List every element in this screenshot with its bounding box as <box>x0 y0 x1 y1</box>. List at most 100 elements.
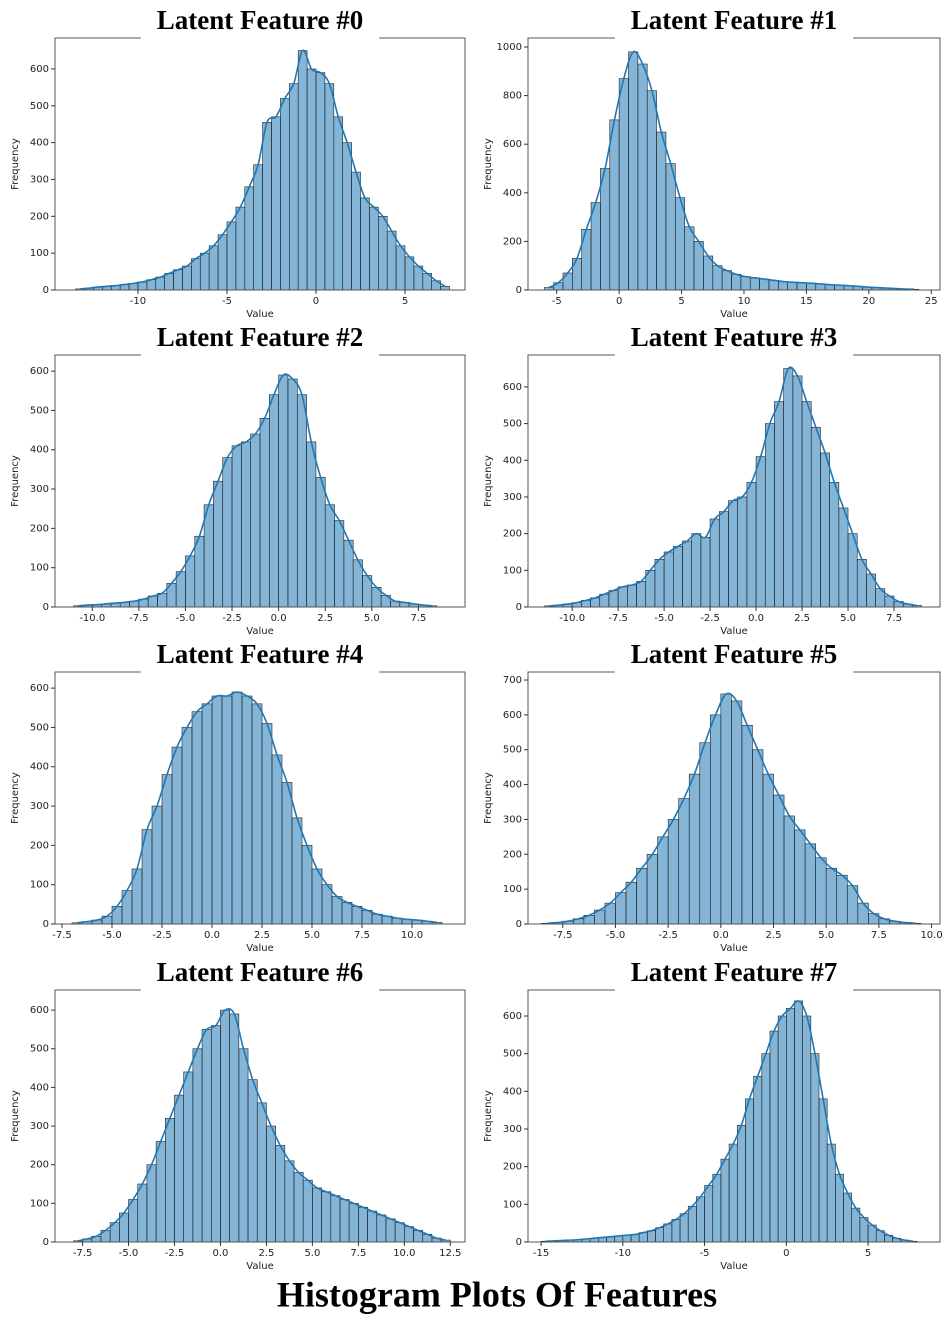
x-tick-label: 5 <box>678 296 684 307</box>
histogram-bar <box>241 695 253 925</box>
histogram-bar <box>331 896 343 925</box>
histogram-bar <box>709 518 720 608</box>
histogram-bar <box>342 142 352 291</box>
figure-caption: Histogram Plots Of Features <box>277 1274 717 1314</box>
histogram-panel: -5 0 5 10 15 20 25 0 200 400 600 800 1000 Value Freque… <box>483 5 941 320</box>
histogram-bar <box>165 1118 175 1243</box>
histogram-bar <box>815 857 827 925</box>
y-tick-label: 300 <box>30 1121 49 1132</box>
histogram-bar <box>281 782 293 925</box>
histogram-bar <box>671 1219 681 1243</box>
histogram-panel: -10.0 -7.5 -5.0 -2.5 0.0 2.5 5.0 7.5 0 100 200 300 4… <box>483 322 941 637</box>
histogram-bar <box>728 1143 738 1243</box>
histogram-bar <box>296 394 307 608</box>
histogram-bar <box>360 197 370 291</box>
x-tick-label: 7.5 <box>871 930 887 941</box>
histogram-bar <box>261 723 273 925</box>
histogram-panel: -7.5 -5.0 -2.5 0.0 2.5 5.0 7.5 10.0 12.5 0 100 200 3… <box>10 957 466 1272</box>
histogram-bar <box>250 433 261 608</box>
chart-title: Latent Feature #6 <box>157 957 363 987</box>
histogram-bar <box>637 63 648 291</box>
y-tick-label: 100 <box>30 248 49 259</box>
y-tick-label: 700 <box>503 675 522 686</box>
y-tick-label: 500 <box>30 405 49 416</box>
histogram-bar <box>181 727 193 925</box>
histogram-bar <box>302 1179 313 1243</box>
y-tick-label: 600 <box>503 710 522 721</box>
histogram-bar <box>111 906 123 925</box>
histogram-bar <box>208 245 219 291</box>
y-tick-label: 500 <box>30 1044 49 1055</box>
histogram-bar <box>836 874 848 925</box>
histogram-bar <box>636 867 648 925</box>
histogram-bar <box>185 555 196 608</box>
histogram-bar <box>857 902 869 925</box>
histogram-bar <box>256 1102 267 1243</box>
x-tick-label: 2.5 <box>794 613 810 624</box>
histogram-bar <box>792 375 803 608</box>
histogram-bar <box>211 695 223 925</box>
y-tick-label: 500 <box>503 419 522 430</box>
title-background <box>614 987 854 993</box>
histogram-bar <box>663 551 674 608</box>
x-tick-label: -2.5 <box>165 1248 185 1259</box>
histogram-bar <box>146 1164 157 1243</box>
y-tick-label: 200 <box>30 1160 49 1171</box>
histogram-bar <box>778 281 788 291</box>
x-tick-label: -15 <box>533 1248 549 1259</box>
histogram-bar <box>315 72 326 291</box>
histogram-bar <box>810 426 821 608</box>
y-axis-label: Frequency <box>10 455 21 507</box>
histogram-bar <box>720 1158 730 1243</box>
histogram-bar <box>385 1218 396 1243</box>
histogram-bar <box>720 693 732 925</box>
histogram-bar <box>369 206 379 291</box>
x-tick-label: 2.5 <box>317 613 333 624</box>
histogram-bar <box>718 511 729 608</box>
histogram-bar <box>663 1223 673 1243</box>
x-axis-label: Value <box>246 1261 273 1272</box>
histogram-bar <box>764 423 775 608</box>
y-tick-label: 1000 <box>497 42 522 53</box>
histogram-bar <box>794 829 806 925</box>
x-tick-label: 7.5 <box>886 613 902 624</box>
histogram-bar <box>802 1015 812 1243</box>
histogram-bar <box>678 798 690 925</box>
histogram-bar <box>394 1222 405 1243</box>
y-tick-label: 300 <box>30 801 49 812</box>
x-tick-label: 2.5 <box>254 930 270 941</box>
histogram-bar <box>284 1160 295 1243</box>
histogram-bar <box>315 476 326 608</box>
histogram-bar <box>201 703 213 925</box>
y-tick-label: 800 <box>503 91 522 102</box>
x-tick-label: -10.0 <box>79 613 105 624</box>
histogram-bar <box>306 441 317 608</box>
histogram-bar <box>736 1124 746 1243</box>
x-tick-label: 12.5 <box>439 1248 461 1259</box>
histogram-bar <box>297 50 308 291</box>
histogram-bar <box>553 282 564 291</box>
histogram-bar <box>238 1048 249 1243</box>
histogram-bar <box>693 241 704 291</box>
histogram-bar <box>608 590 619 608</box>
x-tick-label: 0.0 <box>271 613 287 624</box>
x-tick-label: -2.5 <box>222 613 242 624</box>
histogram-bar <box>324 504 335 608</box>
x-axis-label: Value <box>720 309 747 320</box>
x-tick-label: -10.0 <box>559 613 585 624</box>
x-tick-label: 2.5 <box>766 930 782 941</box>
title-background <box>140 987 380 993</box>
histogram-bar <box>688 773 701 925</box>
histogram-bar <box>330 1195 341 1243</box>
y-tick-label: 600 <box>30 366 49 377</box>
histogram-bar <box>155 276 165 291</box>
histogram-bar <box>229 1013 240 1243</box>
histogram-bar <box>241 441 251 608</box>
histogram-bar <box>691 533 702 608</box>
histogram-bar <box>351 171 361 291</box>
y-tick-label: 400 <box>503 1086 522 1097</box>
histogram-bar <box>600 168 611 291</box>
histogram-bar <box>825 867 838 925</box>
histogram-bar <box>700 537 711 608</box>
histogram-bar <box>721 270 732 291</box>
